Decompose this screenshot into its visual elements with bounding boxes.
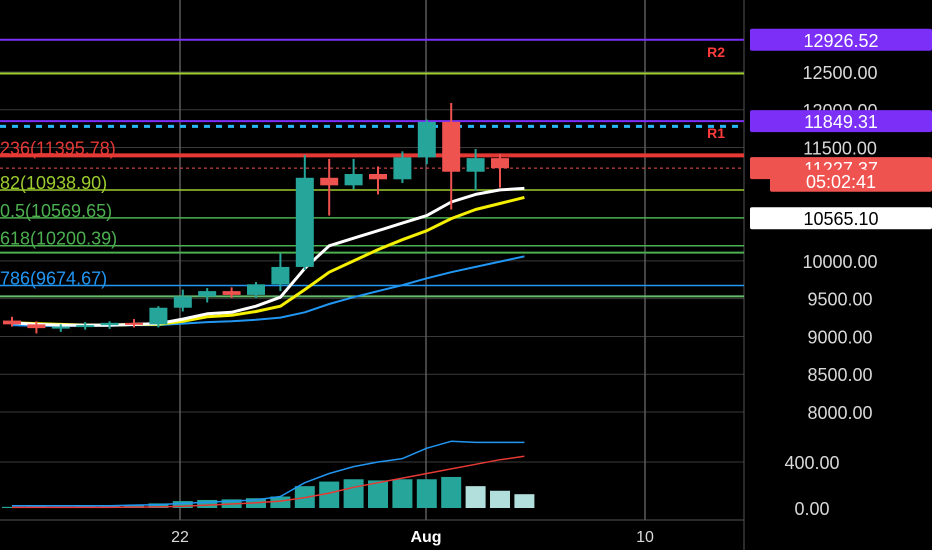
- price-tick-label: 8500.00: [807, 365, 872, 385]
- candle-body: [442, 121, 461, 172]
- candle-body: [466, 158, 485, 172]
- volume-bar: [441, 476, 462, 508]
- price-tick-label: 12500.00: [802, 63, 877, 83]
- fib-label: 618(10200.39): [0, 229, 117, 249]
- time-tick-label: 22: [171, 529, 189, 546]
- price-badge-bg: [750, 110, 932, 133]
- price-tick-label: 9500.00: [807, 290, 872, 310]
- price-badge: 12926.52: [750, 28, 932, 51]
- price-badge-bg: [750, 28, 932, 51]
- fib-labels: R2 R1 236(11395.78) 82(10938.90) 0.5(10569.6…: [0, 44, 725, 289]
- price-axis: 12500.0012000.0011500.0010000.009500.009…: [750, 28, 932, 519]
- candle-body: [51, 326, 70, 329]
- candle-body: [417, 121, 436, 158]
- volume-tick-label: 400.00: [784, 453, 839, 473]
- candle-body: [3, 320, 21, 325]
- price-tick-label: 9000.00: [807, 327, 872, 347]
- fib-label: 0.5(10569.65): [0, 201, 112, 221]
- candles: [3, 102, 509, 334]
- volume-ma-blue: [12, 440, 525, 507]
- price-tick-label: 11500.00: [803, 139, 877, 159]
- volume-bar: [490, 490, 510, 508]
- price-badge-bg: [750, 207, 932, 230]
- volume-bar: [343, 479, 364, 508]
- volume-ma-red: [12, 455, 525, 509]
- volume-bar: [270, 496, 291, 508]
- volume-bar: [514, 494, 535, 508]
- candle-body: [320, 177, 339, 186]
- candle-body: [295, 177, 314, 267]
- time-tick-label: Aug: [410, 529, 441, 546]
- price-tick-label: 10000.00: [802, 252, 877, 272]
- moving-averages: [11, 186, 525, 327]
- candle-body: [100, 322, 119, 326]
- candle-body: [222, 291, 241, 295]
- candle-body: [393, 157, 412, 180]
- price-badge: 05:02:41: [770, 169, 932, 192]
- volume-bar: [319, 481, 340, 508]
- volume-bar: [197, 499, 218, 508]
- price-badge-bg: [770, 169, 932, 192]
- time-tick-label: 10: [636, 529, 654, 546]
- fib-label: 82(10938.90): [0, 173, 107, 193]
- price-badge-text: 05:02:41: [806, 172, 876, 192]
- price-badge: 10565.10: [750, 207, 932, 230]
- candle-body: [491, 158, 509, 169]
- volume-bar: [368, 480, 388, 508]
- volume-pane: [2, 440, 535, 509]
- price-badge-text: 12926.52: [803, 31, 878, 51]
- pivot-label: R1: [707, 125, 725, 141]
- volume-bar: [416, 479, 437, 508]
- candle-body: [149, 307, 168, 325]
- volume-bar: [392, 479, 413, 508]
- fib-label: 786(9674.67): [0, 268, 107, 288]
- volume-bar: [465, 486, 486, 508]
- ema-line-white: [11, 186, 525, 327]
- fib-label: 236(11395.78): [0, 138, 116, 158]
- candle-body: [247, 284, 265, 295]
- candle-body: [369, 174, 387, 180]
- time-axis: 22 Aug 10: [171, 529, 654, 546]
- volume-bar: [148, 503, 169, 508]
- candle-body: [27, 324, 46, 329]
- price-badge: 11849.31: [750, 110, 932, 133]
- volume-bar: [172, 501, 193, 508]
- horizontal-levels: [0, 38, 744, 298]
- price-tick-label: 8000.00: [807, 403, 872, 423]
- volume-tick-label: 0.00: [794, 499, 829, 519]
- candle-body: [76, 325, 95, 328]
- candle-body: [173, 296, 192, 308]
- price-badge-text: 11849.31: [804, 112, 878, 132]
- candle-body: [271, 266, 290, 285]
- pivot-label: R2: [707, 44, 725, 60]
- price-badge-text: 10565.10: [803, 209, 878, 229]
- candle-body: [198, 291, 217, 297]
- candle-body: [344, 174, 363, 186]
- candle-body: [125, 322, 143, 325]
